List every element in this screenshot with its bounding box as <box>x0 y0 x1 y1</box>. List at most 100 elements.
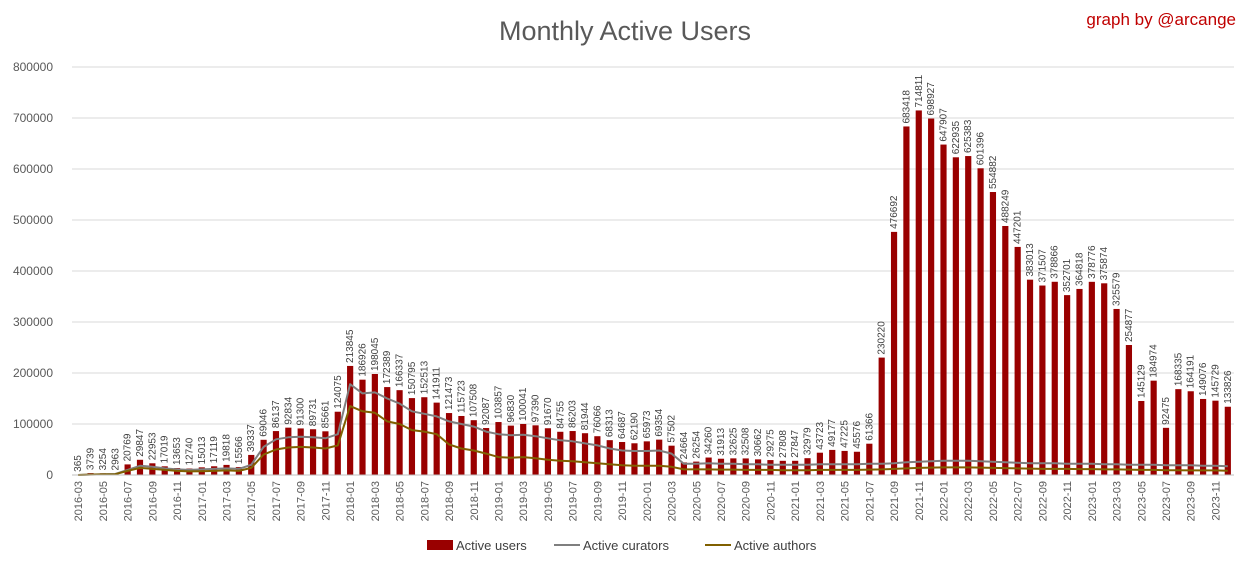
bar-data-label: 96830 <box>506 394 517 422</box>
bar-data-label: 115723 <box>456 380 467 413</box>
bar-data-label: 554882 <box>988 155 999 189</box>
legend-item: Active curators <box>554 538 669 553</box>
x-tick-label: 2021-03 <box>815 481 827 521</box>
bar-data-label: 65973 <box>642 410 653 438</box>
x-axis-ticks: 2016-03 2016-05 2016-07 2016-09 2016-11 2017-… <box>73 481 1222 521</box>
x-tick-label: 2016-11 <box>172 481 184 521</box>
x-tick-label: 2023-03 <box>1112 481 1124 521</box>
x-tick-label: 2018-05 <box>395 481 407 521</box>
bar-data-label: 85661 <box>320 400 331 428</box>
x-tick-label: 2016-07 <box>123 481 135 521</box>
bar <box>965 156 972 475</box>
bar-data-label: 39337 <box>246 424 257 452</box>
bar <box>421 397 428 475</box>
bar <box>532 425 539 475</box>
bar-data-label: 91300 <box>296 397 307 425</box>
bar <box>668 445 675 475</box>
x-tick-label: 2019-03 <box>518 481 530 521</box>
bar-data-label: 371507 <box>1037 249 1048 283</box>
bar <box>433 402 440 475</box>
bar-data-label: 488249 <box>1000 189 1011 223</box>
bar-data-label: 91670 <box>543 397 554 425</box>
bar-data-label: 49177 <box>827 419 838 447</box>
bar-data-label: 61366 <box>864 412 875 440</box>
bar <box>1125 345 1133 475</box>
bar-data-label: 166337 <box>395 353 406 387</box>
bar <box>1026 279 1034 475</box>
bar <box>903 126 910 475</box>
bar-data-label: 103857 <box>493 385 504 419</box>
bar-data-label: 698927 <box>926 82 937 116</box>
bar <box>866 443 873 475</box>
x-tick-label: 2023-11 <box>1210 481 1222 521</box>
bar <box>619 442 626 475</box>
bar <box>606 440 613 475</box>
bar <box>940 144 947 475</box>
bar-data-label: 145729 <box>1210 364 1221 398</box>
bar-data-label: 378866 <box>1050 245 1061 279</box>
bar-data-label: 27808 <box>778 430 789 458</box>
bar <box>878 357 885 475</box>
y-tick-label: 700000 <box>13 111 53 125</box>
bar-data-label: 198045 <box>370 337 381 371</box>
bar <box>1076 288 1083 475</box>
bar <box>643 441 650 475</box>
x-tick-label: 2018-11 <box>469 481 481 521</box>
x-tick-label: 2021-07 <box>864 481 876 521</box>
bar <box>1113 308 1120 475</box>
bar <box>285 427 292 475</box>
x-tick-label: 2022-01 <box>939 481 951 521</box>
bar-data-label: 69354 <box>654 408 665 436</box>
legend-label: Active curators <box>583 538 669 553</box>
bar-data-label: 625383 <box>963 119 974 153</box>
bar <box>581 433 589 475</box>
chart-title: Monthly Active Users <box>499 16 751 46</box>
x-tick-label: 2022-05 <box>988 481 1000 521</box>
bar-data-label: 121473 <box>444 376 455 410</box>
bar <box>347 365 354 475</box>
bar <box>742 458 749 475</box>
bar-data-label: 29275 <box>765 429 776 457</box>
bar <box>928 118 935 475</box>
bar <box>890 231 898 475</box>
x-tick-label: 2020-07 <box>716 481 728 521</box>
bar <box>717 458 725 475</box>
bar-data-label: 45576 <box>852 421 863 449</box>
x-tick-label: 2020-03 <box>667 481 679 521</box>
bar <box>359 379 366 475</box>
x-tick-label: 2022-07 <box>1013 481 1025 521</box>
bar-data-label: 97390 <box>531 394 542 422</box>
data-labels: 365 3739 3254 2963 20769 29847 22953 17019 13653… <box>73 74 1234 471</box>
bar-data-label: 378776 <box>1087 245 1098 279</box>
bar <box>384 387 391 475</box>
bar-data-label: 124075 <box>333 375 344 409</box>
bar <box>309 429 317 475</box>
bar-data-label: 325579 <box>1112 272 1123 306</box>
bar <box>1212 400 1219 475</box>
legend-swatch <box>427 540 453 550</box>
bar-data-label: 43723 <box>815 421 826 449</box>
bar-data-label: 19818 <box>222 434 233 462</box>
x-tick-label: 2017-09 <box>296 481 308 521</box>
y-tick-label: 0 <box>46 468 53 482</box>
gridlines <box>72 66 1234 425</box>
bar <box>396 390 403 475</box>
legend-label: Active authors <box>734 538 817 553</box>
legend-item: Active authors <box>705 538 817 553</box>
bar-data-label: 683418 <box>901 90 912 124</box>
bar-data-label: 352701 <box>1062 258 1073 292</box>
x-tick-label: 2017-07 <box>271 481 283 521</box>
bar-data-label: 64687 <box>617 411 628 439</box>
x-tick-label: 2019-01 <box>493 481 505 521</box>
bar-data-label: 15013 <box>197 436 208 464</box>
bar-data-label: 86137 <box>271 400 282 428</box>
x-tick-label: 2018-03 <box>370 481 382 521</box>
y-axis-ticks: 0 100000 200000 300000 400000 500000 600000 700… <box>13 60 53 482</box>
bar-data-label: 62190 <box>629 412 640 440</box>
bar-data-label: 86203 <box>568 400 579 428</box>
x-tick-label: 2020-09 <box>741 481 753 521</box>
bar-data-label: 81944 <box>580 402 591 430</box>
bar <box>705 457 712 475</box>
y-tick-label: 600000 <box>13 162 53 176</box>
bar-data-label: 84755 <box>555 401 566 429</box>
